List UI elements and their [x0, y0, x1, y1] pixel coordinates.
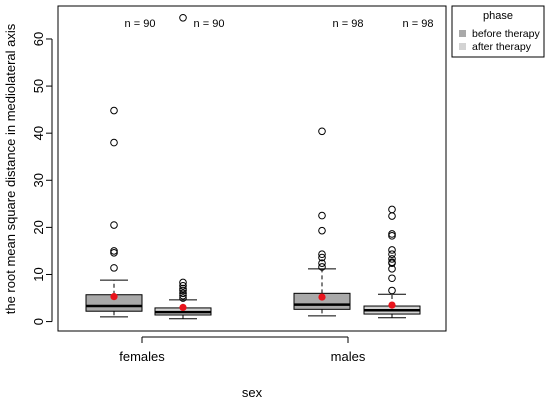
outlier-point: [388, 212, 396, 220]
outlier-point: [388, 255, 396, 263]
y-tick-label: 40: [31, 126, 46, 140]
outlier-point: [388, 274, 396, 283]
legend-title: phase: [483, 10, 513, 22]
box-males-after-therapy: n = 98: [363, 18, 434, 319]
legend-swatch-before-therapy: [459, 30, 466, 37]
outlier-point: [110, 264, 118, 272]
outlier-point: [318, 211, 326, 220]
legend-box: [451, 5, 545, 58]
box-males-before-therapy: n = 98: [293, 18, 364, 317]
outlier-point: [388, 286, 396, 295]
y-tick-label-group: 20: [31, 220, 46, 234]
legend: phase before therapy after therapy: [451, 5, 545, 58]
outlier-point: [318, 127, 326, 136]
box-females-before-therapy: n = 90: [85, 18, 156, 318]
y-tick-label: 10: [31, 267, 46, 281]
outlier-point: [388, 250, 396, 259]
outlier-point: [388, 258, 396, 267]
outlier-point: [388, 230, 396, 238]
x-axis: females males: [119, 336, 366, 364]
y-tick-label: 0: [31, 318, 46, 325]
outlier-point: [318, 263, 326, 271]
y-tick-label-group: 0: [31, 318, 46, 325]
n-label: n = 98: [333, 18, 364, 30]
outlier-point: [388, 205, 396, 214]
plot-frame: [57, 5, 447, 332]
y-tick-label: 50: [31, 79, 46, 93]
y-tick-label-group: 60: [31, 32, 46, 46]
outlier-point: [179, 294, 187, 302]
y-tick-label: 30: [31, 173, 46, 187]
mean-point: [388, 301, 396, 309]
outlier-point: [318, 259, 326, 267]
y-tick-label-group: 30: [31, 173, 46, 187]
outlier-point: [179, 281, 187, 290]
outlier-point: [110, 221, 118, 229]
n-label: n = 90: [125, 18, 156, 30]
n-label: n = 98: [403, 18, 434, 30]
outlier-point: [179, 278, 187, 287]
outlier-point: [110, 247, 118, 255]
n-label: n = 90: [194, 18, 225, 30]
x-axis-title: sex: [242, 385, 263, 400]
outlier-point: [318, 250, 326, 259]
outlier-point: [318, 226, 326, 235]
outlier-point: [110, 138, 118, 147]
outlier-point: [110, 106, 118, 115]
y-tick-label: 60: [31, 32, 46, 46]
outlier-point: [179, 13, 187, 22]
y-axis: 0 10 20 30 40 50 60: [31, 32, 53, 325]
mean-point: [318, 293, 326, 301]
mean-point: [179, 303, 187, 312]
mean-point: [110, 293, 118, 301]
outlier-point: [318, 253, 326, 262]
legend-label-after-therapy: after therapy: [472, 41, 532, 53]
y-tick-label-group: 40: [31, 126, 46, 140]
y-tick-label-group: 50: [31, 79, 46, 93]
y-tick-label-group: 10: [31, 267, 46, 281]
outlier-point: [179, 289, 187, 298]
box-series: n = 90 n = 90 n = 98 n = 98: [85, 13, 434, 320]
y-tick-label: 20: [31, 220, 46, 234]
box-females-after-therapy: n = 90: [154, 13, 225, 320]
x-tick-label: males: [331, 349, 366, 364]
legend-swatch-after-therapy: [459, 43, 466, 50]
outlier-point: [388, 246, 396, 254]
legend-label-before-therapy: before therapy: [472, 28, 540, 40]
y-axis-title: the root mean square distance in mediola…: [3, 23, 18, 314]
x-tick-label: females: [119, 349, 165, 364]
